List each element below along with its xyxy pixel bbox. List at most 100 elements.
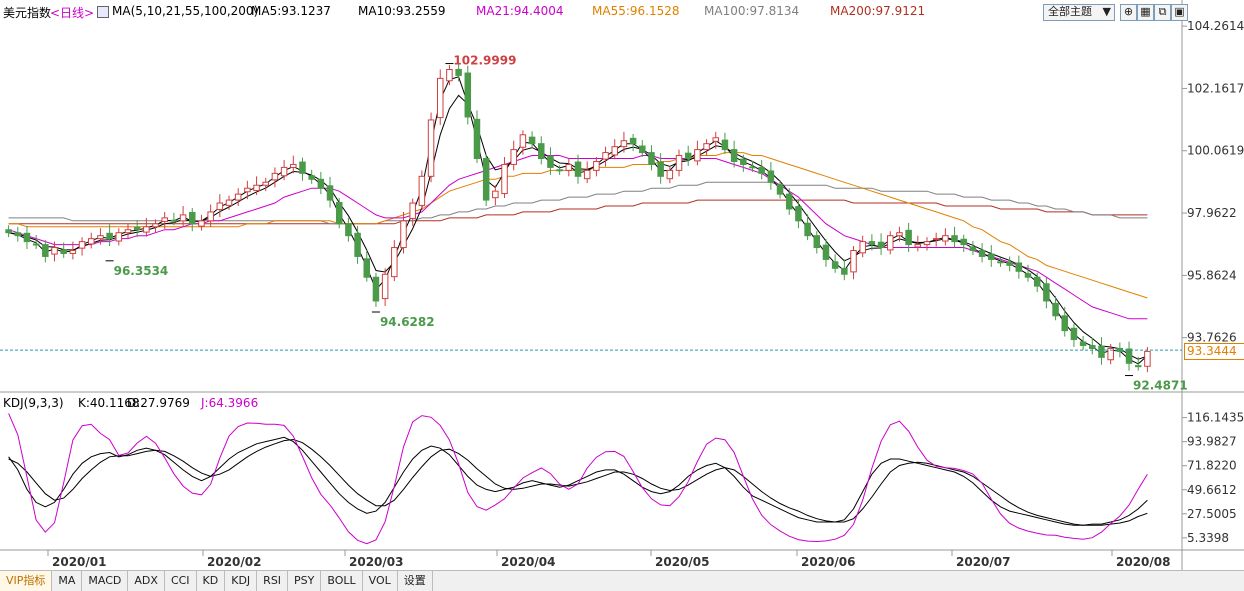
tab-3[interactable]: ADX: [128, 571, 165, 591]
restore-icon[interactable]: ▣: [1171, 4, 1188, 21]
kdj-params-label: KDJ(9,3,3): [3, 396, 64, 410]
tab-8[interactable]: PSY: [288, 571, 322, 591]
month-label: 2020/07: [956, 555, 1010, 569]
month-label: 2020/02: [207, 555, 261, 569]
grid-icon[interactable]: ▦: [1137, 4, 1154, 21]
candle-body: [42, 244, 49, 257]
candle-body: [1134, 365, 1142, 368]
candle-body: [1015, 262, 1023, 272]
candle-body: [896, 232, 903, 237]
candle-body: [648, 152, 655, 165]
candle-body: [877, 241, 885, 249]
candle-body: [97, 235, 104, 240]
kdj-k-line: [8, 436, 1148, 526]
ma-value-3: MA55:96.1528: [592, 4, 680, 18]
month-label: 2020/08: [1116, 555, 1170, 569]
candle-body: [730, 149, 738, 162]
candle-body: [712, 137, 720, 142]
kdj-tick-label: 71.8220: [1187, 459, 1237, 473]
candle-body: [804, 222, 811, 237]
candle-body: [1070, 327, 1078, 341]
kdj-j-line: [8, 413, 1148, 545]
price-tick-label: 104.2614: [1187, 19, 1244, 33]
tab-10[interactable]: VOL: [363, 571, 398, 591]
candle-body: [583, 169, 591, 180]
candle-body: [326, 185, 334, 201]
period-selector[interactable]: <日线>: [50, 6, 95, 20]
tab-0[interactable]: VIP指标: [0, 571, 53, 591]
candle-body: [308, 175, 315, 180]
crosshair-icon[interactable]: ⊕: [1120, 4, 1137, 21]
candle-body: [1144, 350, 1151, 367]
kdj-value-1: D:27.9769: [127, 396, 190, 410]
candle-body: [436, 77, 444, 119]
candle-body: [841, 267, 848, 275]
candle-body: [969, 246, 977, 252]
ma-value-5: MA200:97.9121: [830, 4, 926, 18]
kdj-tick-label: 5.3398: [1187, 531, 1229, 545]
candle-body: [1089, 344, 1096, 349]
candle-body: [905, 229, 912, 246]
candle-body: [381, 273, 389, 300]
tab-11[interactable]: 设置: [398, 571, 433, 591]
price-tick-label: 93.7626: [1187, 331, 1237, 345]
month-label: 2020/05: [655, 555, 709, 569]
candle-body: [629, 137, 637, 145]
month-label: 2020/01: [52, 555, 106, 569]
candle-body: [363, 258, 371, 278]
candle-body: [519, 134, 527, 148]
candle-body: [620, 140, 628, 148]
ma-settings-icon[interactable]: [97, 6, 109, 18]
candle-body: [335, 201, 343, 225]
candle-body: [813, 235, 821, 249]
kdj-lines: [8, 413, 1148, 545]
candle-body: [87, 238, 95, 245]
kdj-tick-label: 49.6612: [1187, 483, 1237, 497]
chart-text: 102.9999 96.3534 94.6282 92.4871: [105, 54, 1188, 393]
candle-body: [988, 253, 995, 260]
tab-9[interactable]: BOLL: [321, 571, 363, 591]
candle-body: [216, 202, 224, 211]
candle-body: [473, 118, 481, 160]
kdj-tick-label: 116.1435: [1187, 411, 1244, 425]
candle-body: [5, 229, 12, 234]
tab-6[interactable]: KDJ: [225, 571, 258, 591]
theme-dropdown[interactable]: 全部主题 ▼: [1043, 4, 1115, 21]
candle-body: [78, 241, 86, 249]
month-label: 2020/03: [349, 555, 403, 569]
candle-body: [143, 226, 150, 233]
candle-body: [501, 163, 508, 195]
candle-body: [1043, 283, 1050, 302]
candle-body: [1006, 261, 1013, 266]
candle-body: [1107, 347, 1114, 361]
candle-body: [492, 190, 499, 199]
kdj-tick-label: 93.9827: [1187, 435, 1237, 449]
candle-body: [69, 250, 77, 254]
tab-1[interactable]: MA: [52, 571, 83, 591]
candle-body: [565, 163, 573, 171]
candle-body: [602, 152, 609, 160]
candle-body: [198, 220, 205, 227]
candle-body: [822, 244, 830, 260]
tab-2[interactable]: MACD: [82, 571, 129, 591]
candle-body: [1052, 302, 1059, 317]
ma-value-1: MA10:93.2559: [358, 4, 446, 18]
tab-4[interactable]: CCI: [165, 571, 197, 591]
candle-body: [354, 232, 361, 257]
candle-body: [482, 158, 490, 201]
candle-body: [1079, 341, 1087, 346]
tab-5[interactable]: KD: [197, 571, 226, 591]
candle-body: [299, 161, 306, 174]
candle-body: [666, 169, 674, 180]
candle-body: [749, 166, 756, 169]
candle-body: [133, 226, 141, 231]
ma-value-0: MA5:93.1237: [251, 4, 331, 18]
fullscreen-icon[interactable]: ⧉: [1154, 4, 1171, 21]
candlesticks: [5, 63, 1151, 373]
candle-body: [997, 261, 1004, 264]
candle-body: [262, 181, 269, 186]
candle-body: [391, 247, 398, 278]
kdj-tick-label: 27.5005: [1187, 507, 1237, 521]
candle-body: [207, 211, 214, 222]
tab-7[interactable]: RSI: [257, 571, 289, 591]
